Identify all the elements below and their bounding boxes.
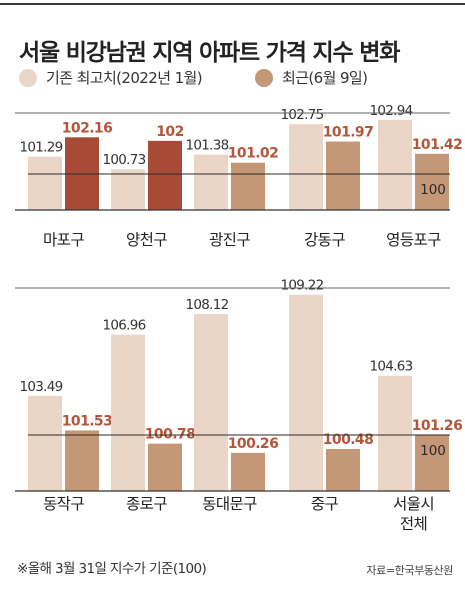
bar-recent [326, 448, 360, 491]
category-label: 양천구 [126, 231, 167, 249]
data-label-peak: 108.12 [185, 297, 228, 313]
data-label-recent: 100.48 [323, 432, 373, 448]
bar-peak [28, 395, 62, 491]
data-label-peak: 109.22 [280, 278, 323, 294]
category-label: 마포구 [43, 231, 84, 249]
data-label-recent: 100.26 [228, 436, 278, 452]
legend-item-peak: 기존 최고치(2022년 1월) [19, 67, 203, 88]
legend-label-peak: 기존 최고치(2022년 1월) [46, 69, 203, 87]
footnote: ※올해 3월 31일 지수가 기준(100) [17, 561, 207, 577]
category-label: 영등포구 [386, 231, 441, 249]
legend: 기존 최고치(2022년 1월) 최근(6월 9일) [0, 67, 465, 91]
legend-swatch-peak [19, 68, 37, 87]
bar-recent [415, 153, 449, 210]
data-label-peak: 101.29 [19, 140, 62, 156]
top-rule [0, 3, 465, 5]
data-label-recent: 102.16 [62, 120, 112, 136]
data-label-recent: 101.02 [228, 146, 278, 162]
category-label: 전체 [400, 515, 427, 533]
category-label: 서울시 [393, 495, 434, 513]
category-label: 광진구 [209, 231, 250, 249]
bar-recent [231, 162, 265, 210]
bar-recent [148, 140, 182, 210]
bar-recent [415, 435, 449, 491]
data-label-peak: 102.94 [369, 103, 412, 119]
data-label-recent: 101.26 [412, 418, 462, 434]
bar-peak [289, 294, 323, 491]
category-label: 동대문구 [202, 495, 257, 513]
bar-recent [326, 141, 360, 210]
data-label-peak: 102.75 [280, 107, 323, 123]
bar-recent [148, 443, 182, 491]
category-label: 강동구 [304, 231, 345, 249]
data-label-peak: 100.73 [102, 152, 145, 168]
baseline-label: 100 [420, 182, 446, 198]
source-credit: 자료=한국부동산원 [366, 564, 453, 577]
bar-peak [28, 156, 62, 210]
bar-recent [65, 430, 99, 491]
data-label-recent: 101.42 [412, 137, 462, 153]
legend-swatch-recent [255, 68, 273, 87]
bar-peak [289, 124, 323, 210]
legend-label-recent: 최근(6월 9일) [282, 69, 368, 87]
bar-peak [378, 119, 412, 210]
category-label: 동작구 [43, 495, 84, 513]
data-label-peak: 104.63 [369, 359, 412, 375]
baseline-label: 100 [420, 443, 446, 459]
bar-peak [194, 314, 228, 491]
data-label-recent: 101.53 [62, 413, 112, 429]
data-label-recent: 101.97 [323, 125, 373, 141]
legend-item-recent: 최근(6월 9일) [255, 67, 368, 88]
data-label-peak: 101.38 [185, 138, 228, 154]
bar-peak [111, 334, 145, 491]
category-label: 종로구 [126, 495, 167, 513]
chart-title: 서울 비강남권 지역 아파트 가격 지수 변화 [19, 40, 400, 66]
bar-peak [378, 375, 412, 491]
bar-peak [194, 154, 228, 210]
bar-peak [111, 169, 145, 210]
data-label-recent: 102 [156, 124, 183, 140]
data-label-peak: 106.96 [102, 318, 145, 334]
bar-recent [231, 452, 265, 491]
category-label: 중구 [311, 495, 339, 513]
data-label-peak: 103.49 [19, 379, 62, 395]
